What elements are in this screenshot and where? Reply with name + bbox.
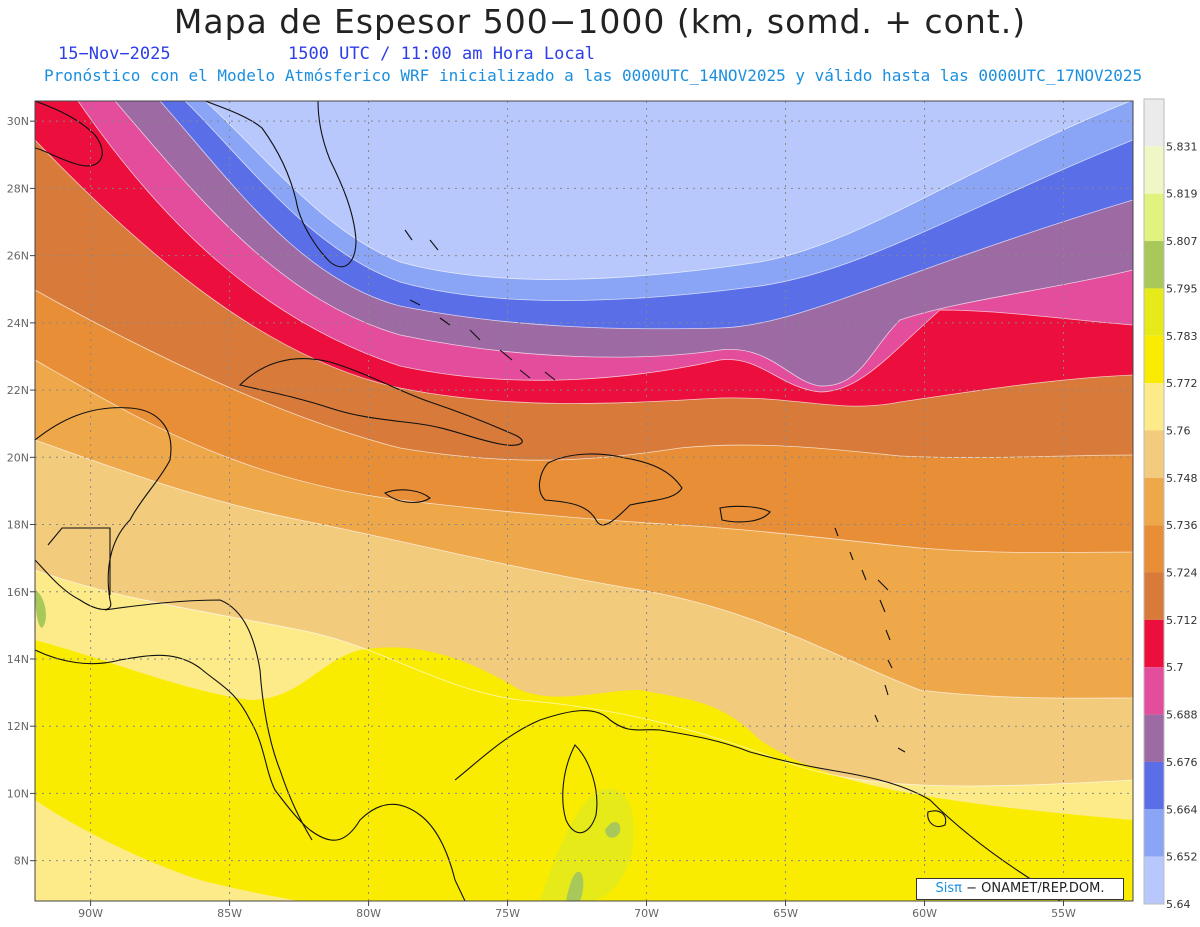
colorbar-label: 5.783 [1166, 330, 1198, 343]
colorbar-swatch [1144, 335, 1164, 384]
central-america [35, 649, 466, 901]
colorbar-swatch [1144, 809, 1164, 857]
contour-lines [35, 101, 1133, 787]
lon-tick-label: 70W [634, 907, 659, 920]
colorbar-swatch [1144, 430, 1164, 478]
forecast-subtitle: Pronóstico con el Modelo Atmósferico WRF… [44, 66, 1143, 85]
puerto-rico [719, 505, 771, 523]
hispaniola [538, 453, 683, 526]
colorbar-label: 5.688 [1166, 709, 1198, 722]
lat-tick-label: 26N [7, 250, 29, 263]
longitude-axis: 90W 85W 80W 75W 70W 65W 60W 55W [78, 901, 1076, 920]
colorbar-swatch [1144, 99, 1164, 147]
central-america-pacific [104, 599, 313, 841]
colorbar-swatch [1144, 761, 1164, 810]
colorbar-swatch [1144, 714, 1164, 762]
colorbar-label: 5.807 [1166, 235, 1198, 248]
forecast-time: 1500 UTC / 11:00 am Hora Local [288, 44, 596, 64]
yucatan [35, 407, 172, 610]
credit-brand: Sisπ [935, 881, 962, 896]
colorbar-swatch [1144, 572, 1164, 620]
cuba [238, 358, 523, 446]
lat-tick-label: 24N [7, 317, 29, 330]
colorbar-label: 5.795 [1166, 282, 1198, 295]
colorbar-swatch [1144, 193, 1164, 242]
florida-coast [204, 101, 357, 268]
lat-tick-label: 10N [7, 787, 29, 800]
lon-tick-label: 55W [1051, 907, 1076, 920]
bahamas [404, 229, 556, 381]
colorbar-label: 5.772 [1166, 377, 1198, 390]
colorbar-swatch [1144, 667, 1164, 715]
colorbar-label: 5.748 [1166, 472, 1198, 485]
lon-tick-label: 60W [912, 907, 937, 920]
lat-tick-label: 8N [14, 855, 29, 868]
maracaibo [562, 744, 598, 834]
colorbar-label: 5.64 [1166, 898, 1191, 911]
map-title: Mapa de Espesor 500−1000 (km, somd. + co… [173, 2, 1027, 41]
lat-tick-label: 28N [7, 182, 29, 195]
lon-tick-label: 85W [217, 907, 242, 920]
colorbar-swatch [1144, 856, 1164, 904]
lon-tick-label: 75W [495, 907, 520, 920]
credit-text: − ONAMET/REP.DOM. [961, 881, 1105, 896]
lesser-antilles [834, 527, 906, 753]
colorbar-label: 5.724 [1166, 567, 1198, 580]
colorbar-swatch [1144, 525, 1164, 573]
colorbar-label: 5.76 [1166, 424, 1191, 437]
coastlines [35, 101, 1061, 901]
colorbar-label: 5.736 [1166, 519, 1198, 532]
lat-lon-grid [35, 101, 1133, 901]
thickness-contour-fill [35, 101, 1133, 901]
colorbar-swatch [1144, 146, 1164, 194]
lat-tick-label: 16N [7, 586, 29, 599]
forecast-date: 15−Nov−2025 [58, 44, 171, 64]
lon-tick-label: 90W [78, 907, 103, 920]
colorbar-swatch [1144, 619, 1164, 668]
lat-tick-label: 12N [7, 720, 29, 733]
trinidad [927, 810, 947, 828]
colorbar-swatch [1144, 383, 1164, 431]
gulf-coast [35, 101, 103, 167]
colorbar-swatch [1144, 477, 1164, 526]
lat-tick-label: 30N [7, 115, 29, 128]
colorbar-swatch [1144, 241, 1164, 289]
lon-tick-label: 80W [356, 907, 381, 920]
lat-tick-label: 18N [7, 519, 29, 532]
credit-box: Sisπ − ONAMET/REP.DOM. [916, 878, 1124, 900]
lat-tick-label: 22N [7, 384, 29, 397]
latitude-axis: 30N 28N 26N 24N 22N 20N 18N 16N 14N 12N 10N 8N [7, 115, 35, 868]
colorbar-label: 5.712 [1166, 614, 1198, 627]
thickness-colorbar: 5.831 5.819 5.807 5.795 5.783 5.772 5.76 5.748 5… [1143, 98, 1198, 911]
colorbar-label: 5.819 [1166, 188, 1198, 201]
belize-border [47, 527, 111, 595]
lat-tick-label: 14N [7, 653, 29, 666]
colorbar-label: 5.831 [1166, 140, 1198, 153]
jamaica [383, 489, 431, 503]
lat-tick-label: 20N [7, 451, 29, 464]
venezuela-colombia [454, 709, 1061, 901]
lon-tick-label: 65W [773, 907, 798, 920]
plot-frame [34, 100, 1134, 902]
colorbar-label: 5.676 [1166, 756, 1198, 769]
colorbar-label: 5.7 [1166, 661, 1184, 674]
colorbar-swatch [1144, 288, 1164, 336]
colorbar-frame [1143, 98, 1165, 905]
colorbar-label: 5.664 [1166, 803, 1198, 816]
colorbar-label: 5.652 [1166, 851, 1198, 864]
